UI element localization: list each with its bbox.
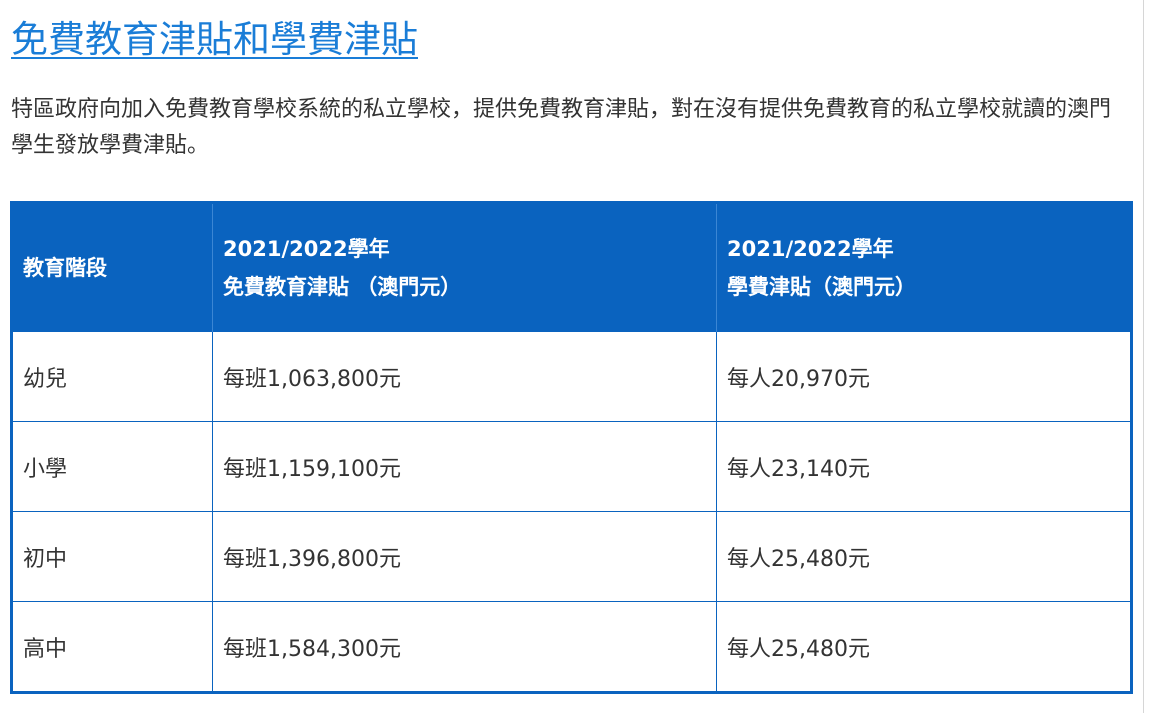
- cell-stage: 幼兒: [11, 331, 213, 422]
- header-tuition-title: 學費津貼（澳門元）: [727, 274, 916, 299]
- cell-free-education-amount: 每班1,584,300元: [212, 601, 717, 693]
- cell-tuition-amount: 每人20,970元: [716, 331, 1132, 422]
- cell-tuition-amount: 每人25,480元: [716, 601, 1132, 693]
- table-header: 教育階段 2021/2022學年 免費教育津貼 （澳門元） 2021/2022學…: [11, 202, 1132, 332]
- cell-stage: 小學: [11, 421, 213, 512]
- table-row: 初中 每班1,396,800元 每人25,480元: [11, 511, 1132, 602]
- cell-tuition-amount: 每人25,480元: [716, 511, 1132, 602]
- page-edge-divider: [1143, 0, 1144, 713]
- table-row: 高中 每班1,584,300元 每人25,480元: [11, 601, 1132, 693]
- header-tuition-year: 2021/2022學年: [727, 236, 894, 261]
- header-tuition-subsidy: 2021/2022學年 學費津貼（澳門元）: [716, 202, 1132, 332]
- header-free-education-subsidy: 2021/2022學年 免費教育津貼 （澳門元）: [212, 202, 717, 332]
- subsidy-table: 教育階段 2021/2022學年 免費教育津貼 （澳門元） 2021/2022學…: [10, 201, 1133, 694]
- intro-paragraph: 特區政府向加入免費教育學校系統的私立學校，提供免費教育津貼，對在沒有提供免費教育…: [11, 97, 1112, 158]
- cell-free-education-amount: 每班1,159,100元: [212, 421, 717, 512]
- cell-free-education-amount: 每班1,396,800元: [212, 511, 717, 602]
- cell-tuition-amount: 每人23,140元: [716, 421, 1132, 512]
- cell-stage: 高中: [11, 601, 213, 693]
- header-free-education-title: 免費教育津貼 （澳門元）: [223, 274, 462, 299]
- page-title-link[interactable]: 免費教育津貼和學費津貼: [11, 18, 418, 61]
- header-education-stage: 教育階段: [11, 202, 213, 332]
- table-body: 幼兒 每班1,063,800元 每人20,970元 小學 每班1,159,100…: [11, 331, 1132, 693]
- table-row: 幼兒 每班1,063,800元 每人20,970元: [11, 331, 1132, 422]
- header-free-education-year: 2021/2022學年: [223, 236, 390, 261]
- cell-stage: 初中: [11, 511, 213, 602]
- header-row: 教育階段 2021/2022學年 免費教育津貼 （澳門元） 2021/2022學…: [11, 202, 1132, 332]
- table-row: 小學 每班1,159,100元 每人23,140元: [11, 421, 1132, 512]
- cell-free-education-amount: 每班1,063,800元: [212, 331, 717, 422]
